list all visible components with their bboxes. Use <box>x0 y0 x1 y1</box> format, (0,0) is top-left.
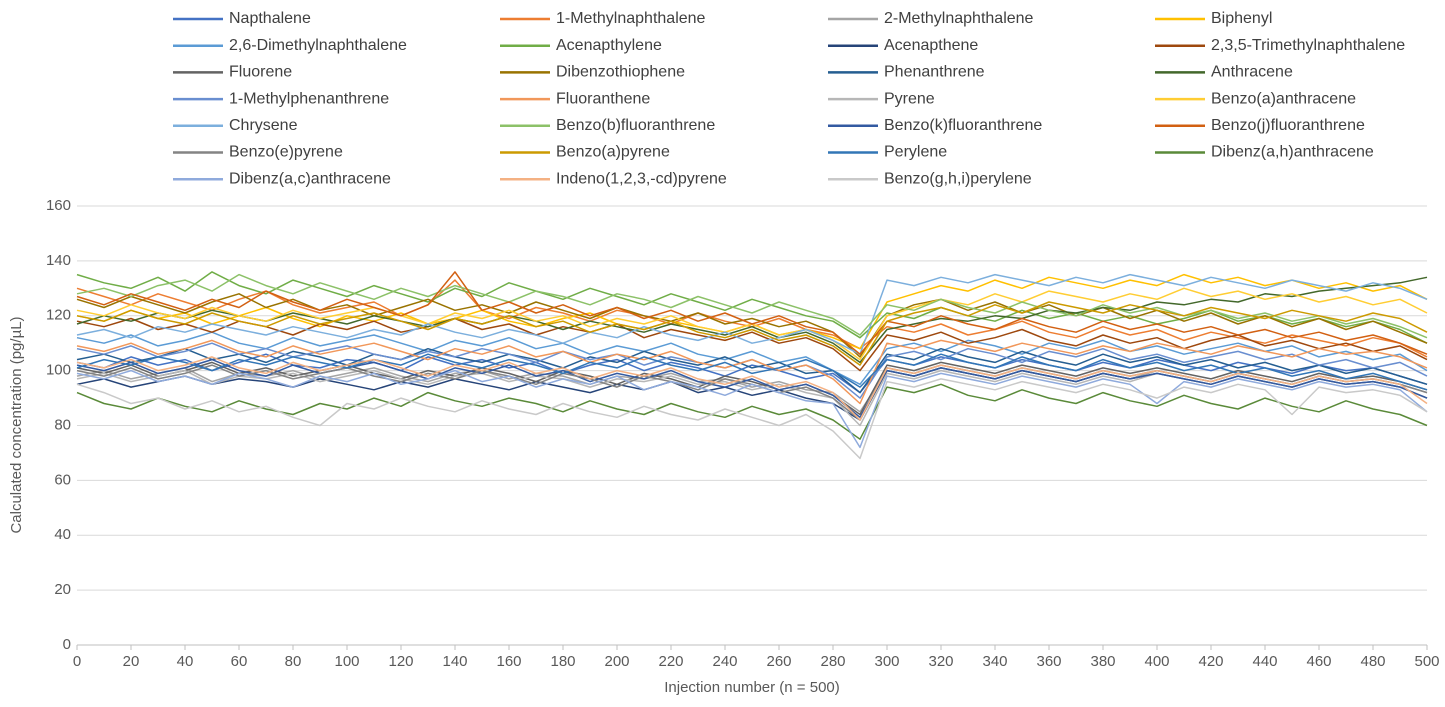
legend-label: 2,6-Dimethylnaphthalene <box>229 37 407 54</box>
series-line <box>76 339 1428 405</box>
legend-label: Acenapthene <box>884 37 978 54</box>
legend-label: Napthalene <box>229 10 311 27</box>
legend-label: 2,3,5-Trimethylnaphthalene <box>1211 37 1405 54</box>
series-line <box>76 331 1428 386</box>
x-tick-label: 240 <box>712 653 737 670</box>
x-axis-label: Injection number (n = 500) <box>664 679 840 696</box>
y-tick-label: 160 <box>46 197 71 214</box>
y-tick-label: 40 <box>54 526 71 543</box>
x-tick-label: 280 <box>820 653 845 670</box>
legend-label: Acenapthylene <box>556 37 662 54</box>
x-tick-label: 40 <box>177 653 194 670</box>
legend-label: Benzo(e)pyrene <box>229 144 343 161</box>
legend-label: Indeno(1,2,3,-cd)pyrene <box>556 170 727 187</box>
legend-label: 1-Methylphenanthrene <box>229 90 389 107</box>
y-axis-label: Calculated concentration (pg/µL) <box>8 316 25 533</box>
series-line <box>76 276 1428 364</box>
series-line <box>76 353 1428 394</box>
legend-label: Benzo(a)pyrene <box>556 144 670 161</box>
x-tick-label: 0 <box>73 653 81 670</box>
series-line <box>76 358 1428 419</box>
legend-label: Dibenz(a,h)anthracene <box>1211 144 1374 161</box>
legend-label: Anthracene <box>1211 64 1293 81</box>
x-tick-label: 420 <box>1198 653 1223 670</box>
x-tick-label: 20 <box>123 653 140 670</box>
legend-label: Benzo(a)anthracene <box>1211 90 1356 107</box>
series-line <box>76 271 1428 355</box>
x-tick-label: 80 <box>285 653 302 670</box>
legend-label: Pyrene <box>884 90 935 107</box>
y-tick-label: 0 <box>63 636 71 653</box>
legend-label: Dibenz(a,c)anthracene <box>229 170 391 187</box>
y-tick-label: 120 <box>46 307 71 324</box>
legend-label: 2-Methylnaphthalene <box>884 10 1034 27</box>
x-tick-label: 480 <box>1360 653 1385 670</box>
x-tick-label: 200 <box>604 653 629 670</box>
x-tick-label: 460 <box>1306 653 1331 670</box>
x-tick-label: 260 <box>766 653 791 670</box>
x-tick-label: 220 <box>658 653 683 670</box>
series-line <box>76 378 1428 460</box>
x-tick-label: 100 <box>334 653 359 670</box>
legend-label: Dibenzothiophene <box>556 64 685 81</box>
x-tick-label: 60 <box>231 653 248 670</box>
series-line <box>76 353 1428 391</box>
y-tick-label: 20 <box>54 581 71 598</box>
y-tick-label: 80 <box>54 416 71 433</box>
legend-label: Benzo(j)fluoranthrene <box>1211 117 1365 134</box>
legend-label: Benzo(g,h,i)perylene <box>884 170 1032 187</box>
y-tick-label: 100 <box>46 362 71 379</box>
x-tick-label: 340 <box>982 653 1007 670</box>
x-tick-label: 380 <box>1090 653 1115 670</box>
legend-label: Fluorene <box>229 64 292 81</box>
series-line <box>76 347 1428 394</box>
series-line <box>76 271 1428 344</box>
legend-label: Chrysene <box>229 117 298 134</box>
x-tick-label: 300 <box>874 653 899 670</box>
legend-label: Phenanthrene <box>884 64 985 81</box>
legend-label: Perylene <box>884 144 947 161</box>
x-tick-label: 400 <box>1144 653 1169 670</box>
series-line <box>76 356 1428 421</box>
x-tick-label: 500 <box>1414 653 1439 670</box>
legend-label: 1-Methylnaphthalene <box>556 10 706 27</box>
series-line <box>76 293 1428 358</box>
series-line <box>76 369 1428 449</box>
legend-label: Benzo(k)fluoranthrene <box>884 117 1042 134</box>
series-line <box>76 301 1428 366</box>
legend-label: Fluoranthene <box>556 90 650 107</box>
x-tick-label: 160 <box>496 653 521 670</box>
x-tick-label: 440 <box>1252 653 1277 670</box>
x-tick-label: 360 <box>1036 653 1061 670</box>
series-line <box>76 273 1428 355</box>
y-tick-label: 140 <box>46 252 71 269</box>
x-tick-label: 320 <box>928 653 953 670</box>
legend-label: Biphenyl <box>1211 10 1272 27</box>
series-line <box>76 361 1428 416</box>
y-tick-label: 60 <box>54 471 71 488</box>
series-line <box>76 317 1428 372</box>
x-tick-label: 140 <box>442 653 467 670</box>
x-tick-label: 180 <box>550 653 575 670</box>
series-line <box>76 273 1428 339</box>
x-tick-label: 120 <box>388 653 413 670</box>
series-line <box>76 383 1428 440</box>
legend-label: Benzo(b)fluoranthrene <box>556 117 715 134</box>
